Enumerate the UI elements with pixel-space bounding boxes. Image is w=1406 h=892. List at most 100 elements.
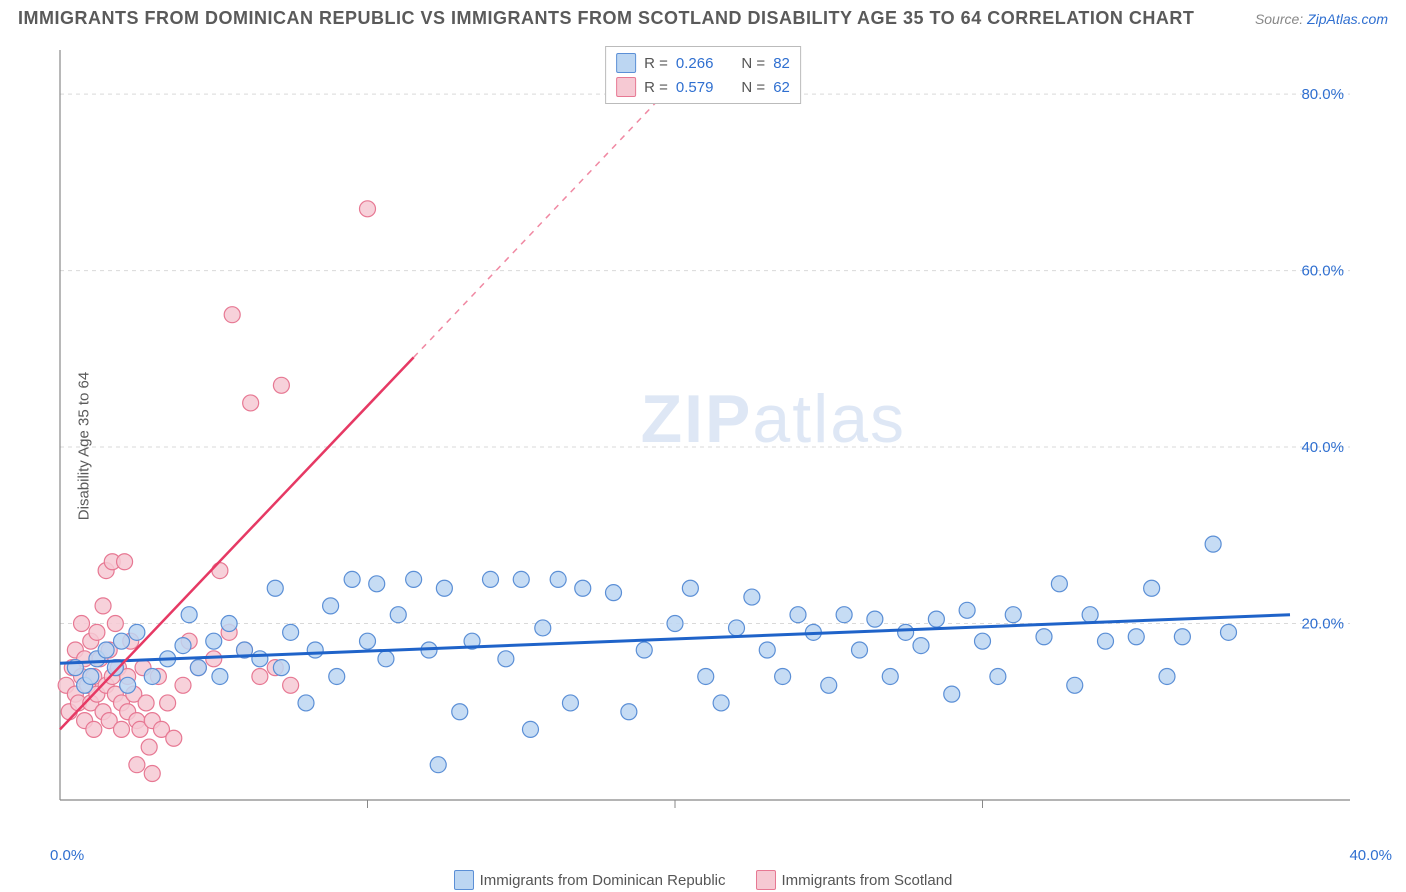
point-dominican xyxy=(667,616,683,632)
point-dominican xyxy=(283,624,299,640)
series-legend-label: Immigrants from Scotland xyxy=(782,872,953,889)
r-label: R = xyxy=(644,55,668,72)
source-link[interactable]: ZipAtlas.com xyxy=(1307,11,1388,27)
point-dominican xyxy=(1128,629,1144,645)
point-dominican xyxy=(1067,677,1083,693)
chart-title: IMMIGRANTS FROM DOMINICAN REPUBLIC VS IM… xyxy=(18,8,1194,29)
y-tick-label: 60.0% xyxy=(1301,263,1344,280)
point-dominican xyxy=(744,589,760,605)
trendline-scotland-solid xyxy=(60,357,414,729)
point-scotland xyxy=(138,695,154,711)
point-dominican xyxy=(298,695,314,711)
point-dominican xyxy=(378,651,394,667)
point-dominican xyxy=(1174,629,1190,645)
point-dominican xyxy=(575,580,591,596)
point-dominican xyxy=(1051,576,1067,592)
point-dominican xyxy=(483,571,499,587)
legend-swatch xyxy=(616,53,636,73)
point-dominican xyxy=(212,668,228,684)
point-dominican xyxy=(1144,580,1160,596)
point-dominican xyxy=(698,668,714,684)
point-dominican xyxy=(307,642,323,658)
point-dominican xyxy=(498,651,514,667)
point-dominican xyxy=(1221,624,1237,640)
point-dominican xyxy=(562,695,578,711)
point-dominican xyxy=(867,611,883,627)
point-dominican xyxy=(1205,536,1221,552)
point-dominican xyxy=(944,686,960,702)
point-dominican xyxy=(522,721,538,737)
point-dominican xyxy=(452,704,468,720)
scatter-plot: 20.0%40.0%60.0%80.0% xyxy=(50,40,1350,830)
legend-swatch xyxy=(454,870,474,890)
point-dominican xyxy=(621,704,637,720)
n-label: N = xyxy=(741,79,765,96)
point-dominican xyxy=(273,660,289,676)
point-scotland xyxy=(243,395,259,411)
y-tick-label: 80.0% xyxy=(1301,86,1344,103)
point-dominican xyxy=(790,607,806,623)
legend-swatch xyxy=(616,77,636,97)
point-scotland xyxy=(86,721,102,737)
point-scotland xyxy=(160,695,176,711)
point-scotland xyxy=(212,563,228,579)
point-scotland xyxy=(252,668,268,684)
n-label: N = xyxy=(741,55,765,72)
point-dominican xyxy=(959,602,975,618)
point-scotland xyxy=(224,307,240,323)
series-legend-item: Immigrants from Scotland xyxy=(756,870,953,890)
point-dominican xyxy=(821,677,837,693)
point-dominican xyxy=(913,638,929,654)
point-dominican xyxy=(852,642,868,658)
point-scotland xyxy=(129,757,145,773)
point-dominican xyxy=(83,668,99,684)
point-scotland xyxy=(360,201,376,217)
point-dominican xyxy=(713,695,729,711)
r-value: 0.579 xyxy=(676,79,714,96)
point-scotland xyxy=(175,677,191,693)
point-dominican xyxy=(990,668,1006,684)
point-dominican xyxy=(898,624,914,640)
point-dominican xyxy=(636,642,652,658)
point-dominican xyxy=(1082,607,1098,623)
r-label: R = xyxy=(644,79,668,96)
point-dominican xyxy=(436,580,452,596)
point-dominican xyxy=(882,668,898,684)
y-tick-label: 40.0% xyxy=(1301,439,1344,456)
point-scotland xyxy=(74,616,90,632)
point-dominican xyxy=(360,633,376,649)
point-scotland xyxy=(273,377,289,393)
point-dominican xyxy=(329,668,345,684)
point-dominican xyxy=(129,624,145,640)
point-dominican xyxy=(206,633,222,649)
n-value: 82 xyxy=(773,55,790,72)
point-dominican xyxy=(190,660,206,676)
legend-swatch xyxy=(756,870,776,890)
point-dominican xyxy=(775,668,791,684)
x-axis-zero-label: 0.0% xyxy=(50,847,84,864)
source-label: Source: ZipAtlas.com xyxy=(1255,11,1388,27)
point-dominican xyxy=(836,607,852,623)
r-value: 0.266 xyxy=(676,55,714,72)
point-dominican xyxy=(1159,668,1175,684)
point-dominican xyxy=(344,571,360,587)
correlation-legend-row: R = 0.579 N = 62 xyxy=(616,75,790,99)
point-scotland xyxy=(141,739,157,755)
n-value: 62 xyxy=(773,79,790,96)
point-dominican xyxy=(975,633,991,649)
point-dominican xyxy=(406,571,422,587)
point-dominican xyxy=(120,677,136,693)
point-dominican xyxy=(606,585,622,601)
point-dominican xyxy=(759,642,775,658)
point-scotland xyxy=(114,721,130,737)
title-bar: IMMIGRANTS FROM DOMINICAN REPUBLIC VS IM… xyxy=(18,8,1388,29)
point-scotland xyxy=(117,554,133,570)
point-dominican xyxy=(1098,633,1114,649)
point-dominican xyxy=(221,616,237,632)
source-prefix: Source: xyxy=(1255,11,1307,27)
point-dominican xyxy=(323,598,339,614)
point-dominican xyxy=(267,580,283,596)
point-dominican xyxy=(535,620,551,636)
chart-svg: 20.0%40.0%60.0%80.0% xyxy=(50,40,1350,830)
point-dominican xyxy=(114,633,130,649)
